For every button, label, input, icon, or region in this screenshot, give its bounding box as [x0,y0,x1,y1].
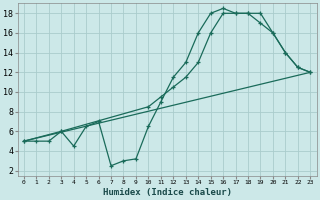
X-axis label: Humidex (Indice chaleur): Humidex (Indice chaleur) [103,188,232,197]
